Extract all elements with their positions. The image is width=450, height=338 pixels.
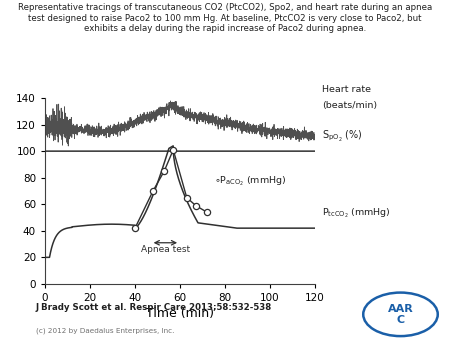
Text: J Brady Scott et al. Respir Care 2013;58:532-538: J Brady Scott et al. Respir Care 2013;58… <box>36 303 272 312</box>
Text: (beats/min): (beats/min) <box>322 101 377 110</box>
Text: Representative tracings of transcutaneous CO2 (PtcCO2), Spo2, and heart rate dur: Representative tracings of transcutaneou… <box>18 3 432 33</box>
Point <box>183 195 190 200</box>
Text: $\circ$P$_{\sf aCO_2}$ (mmHg): $\circ$P$_{\sf aCO_2}$ (mmHg) <box>214 175 286 189</box>
Point <box>192 203 199 208</box>
Point <box>161 168 168 174</box>
Text: AAR: AAR <box>387 304 414 314</box>
Text: Apnea test: Apnea test <box>141 245 190 255</box>
Point <box>170 147 177 152</box>
Text: P$_{\sf tcCO_2}$ (mmHg): P$_{\sf tcCO_2}$ (mmHg) <box>322 207 391 220</box>
Text: Heart rate: Heart rate <box>322 85 371 94</box>
X-axis label: Time (min): Time (min) <box>146 307 214 320</box>
Text: C: C <box>396 315 405 325</box>
Point <box>149 188 157 194</box>
Point <box>203 210 211 215</box>
Point <box>131 225 139 231</box>
Text: S$_{\sf pO_2}$ (%): S$_{\sf pO_2}$ (%) <box>322 128 362 143</box>
Text: (c) 2012 by Daedalus Enterprises, Inc.: (c) 2012 by Daedalus Enterprises, Inc. <box>36 328 175 334</box>
